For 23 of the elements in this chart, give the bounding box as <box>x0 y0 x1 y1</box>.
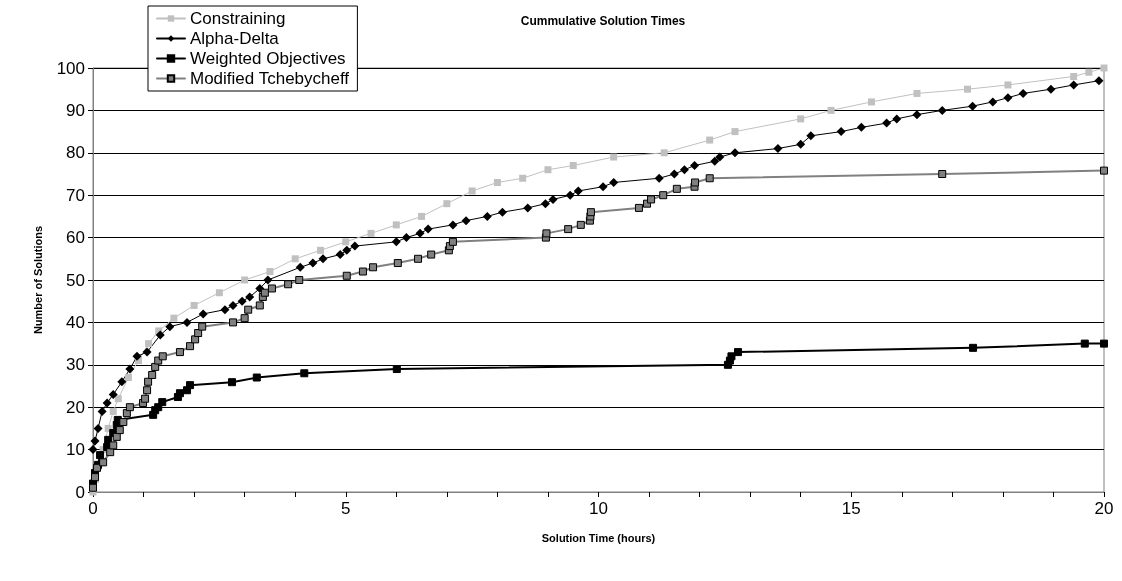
y-tick-label: 30 <box>66 355 85 375</box>
y-tick-label: 0 <box>75 482 85 502</box>
legend-label: Weighted Objectives <box>190 49 346 68</box>
x-tick-label: 20 <box>1094 499 1114 518</box>
y-axis-title: Number of Solutions <box>31 225 44 335</box>
legend-label: Alpha-Delta <box>190 29 280 48</box>
y-tick-label: 90 <box>66 100 85 120</box>
y-tick-label: 60 <box>66 228 85 248</box>
y-tick-label: 10 <box>66 440 85 460</box>
x-tick-label: 0 <box>88 499 98 518</box>
legend-label: Modified Tchebycheff <box>190 69 350 88</box>
y-tick-label: 50 <box>66 270 85 290</box>
x-tick-label: 15 <box>841 499 861 518</box>
y-tick-label: 70 <box>66 185 85 205</box>
chart-title: Cummulative Solution Times <box>520 14 686 28</box>
x-axis-title: Solution Time (hours) <box>541 531 656 544</box>
y-tick-label: 100 <box>56 58 85 78</box>
y-tick-label: 80 <box>66 143 85 163</box>
legend-label: Constraining <box>190 9 286 28</box>
x-tick-label: 10 <box>589 499 608 518</box>
x-tick-label: 5 <box>341 499 351 518</box>
y-tick-label: 40 <box>66 312 85 332</box>
y-tick-label: 20 <box>66 397 85 417</box>
